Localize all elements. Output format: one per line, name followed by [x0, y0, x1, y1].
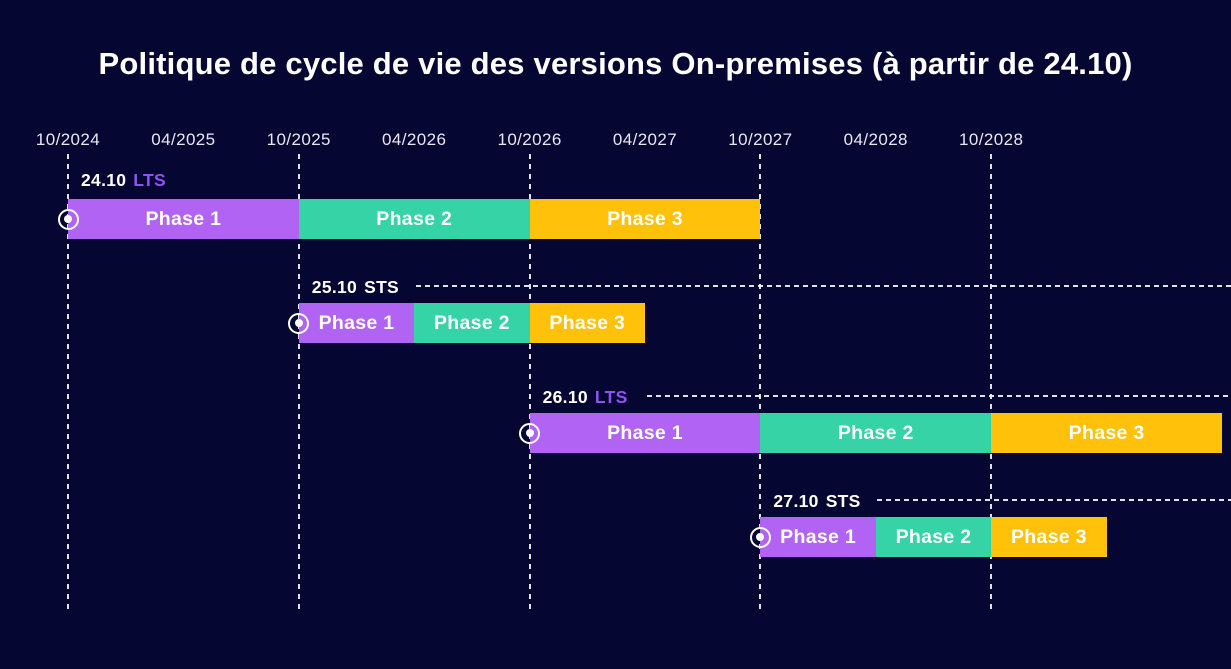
axis-tick-label: 04/2026	[382, 130, 447, 149]
axis-tick-label: 04/2027	[612, 130, 678, 149]
release-start-marker-icon	[288, 312, 310, 334]
axis-tick-label: 10/2024	[35, 130, 101, 149]
support-dashed-line	[646, 395, 1231, 397]
axis-tick-label: 04/2028	[843, 130, 908, 149]
support-dashed-line	[877, 499, 1231, 501]
version-label: 25.10 STS	[312, 277, 399, 298]
phase-segment: Phase 2	[875, 517, 992, 557]
version-number: 26.10	[542, 387, 588, 407]
channel-badge: STS	[364, 277, 400, 297]
gridline	[990, 154, 993, 612]
gridline	[297, 154, 300, 612]
phase-segment: Phase 1	[529, 413, 761, 453]
release-start-marker-icon	[57, 208, 79, 230]
gridline	[67, 154, 69, 612]
support-dashed-line	[415, 285, 1231, 287]
release-start-marker-icon	[519, 422, 541, 444]
channel-badge: STS	[825, 491, 861, 511]
chart-title: Politique de cycle de vie des versions O…	[98, 46, 1133, 81]
version-label: 26.10 LTS	[543, 387, 628, 408]
phase-segment: Phase 1	[760, 517, 876, 557]
phase-segment: Phase 2	[760, 413, 992, 453]
gridline	[528, 154, 531, 612]
phase-segment: Phase 2	[414, 303, 530, 343]
channel-badge: LTS	[594, 387, 628, 407]
axis-tick-label: 10/2025	[266, 130, 331, 149]
gridline	[759, 154, 762, 612]
phase-segment: Phase 1	[68, 199, 299, 239]
axis-tick-label: 10/2026	[497, 130, 562, 149]
phase-segment: Phase 3	[991, 517, 1107, 557]
axis-tick-label: 04/2025	[151, 130, 216, 149]
axis-tick-label: 10/2027	[728, 130, 793, 149]
axis-tick-label: 10/2028	[959, 130, 1024, 149]
phase-segment: Phase 2	[298, 199, 530, 239]
release-start-marker-icon	[749, 526, 771, 548]
version-number: 25.10	[311, 277, 358, 297]
phase-segment: Phase 3	[529, 303, 645, 343]
channel-badge: LTS	[133, 170, 166, 190]
phase-segment: Phase 1	[298, 303, 415, 343]
version-number: 27.10	[773, 491, 819, 511]
version-number: 24.10	[81, 170, 127, 190]
phase-segment: Phase 3	[991, 413, 1222, 453]
version-label: 24.10 LTS	[81, 170, 166, 191]
phase-segment: Phase 3	[529, 199, 761, 239]
version-label: 27.10 STS	[773, 491, 860, 512]
